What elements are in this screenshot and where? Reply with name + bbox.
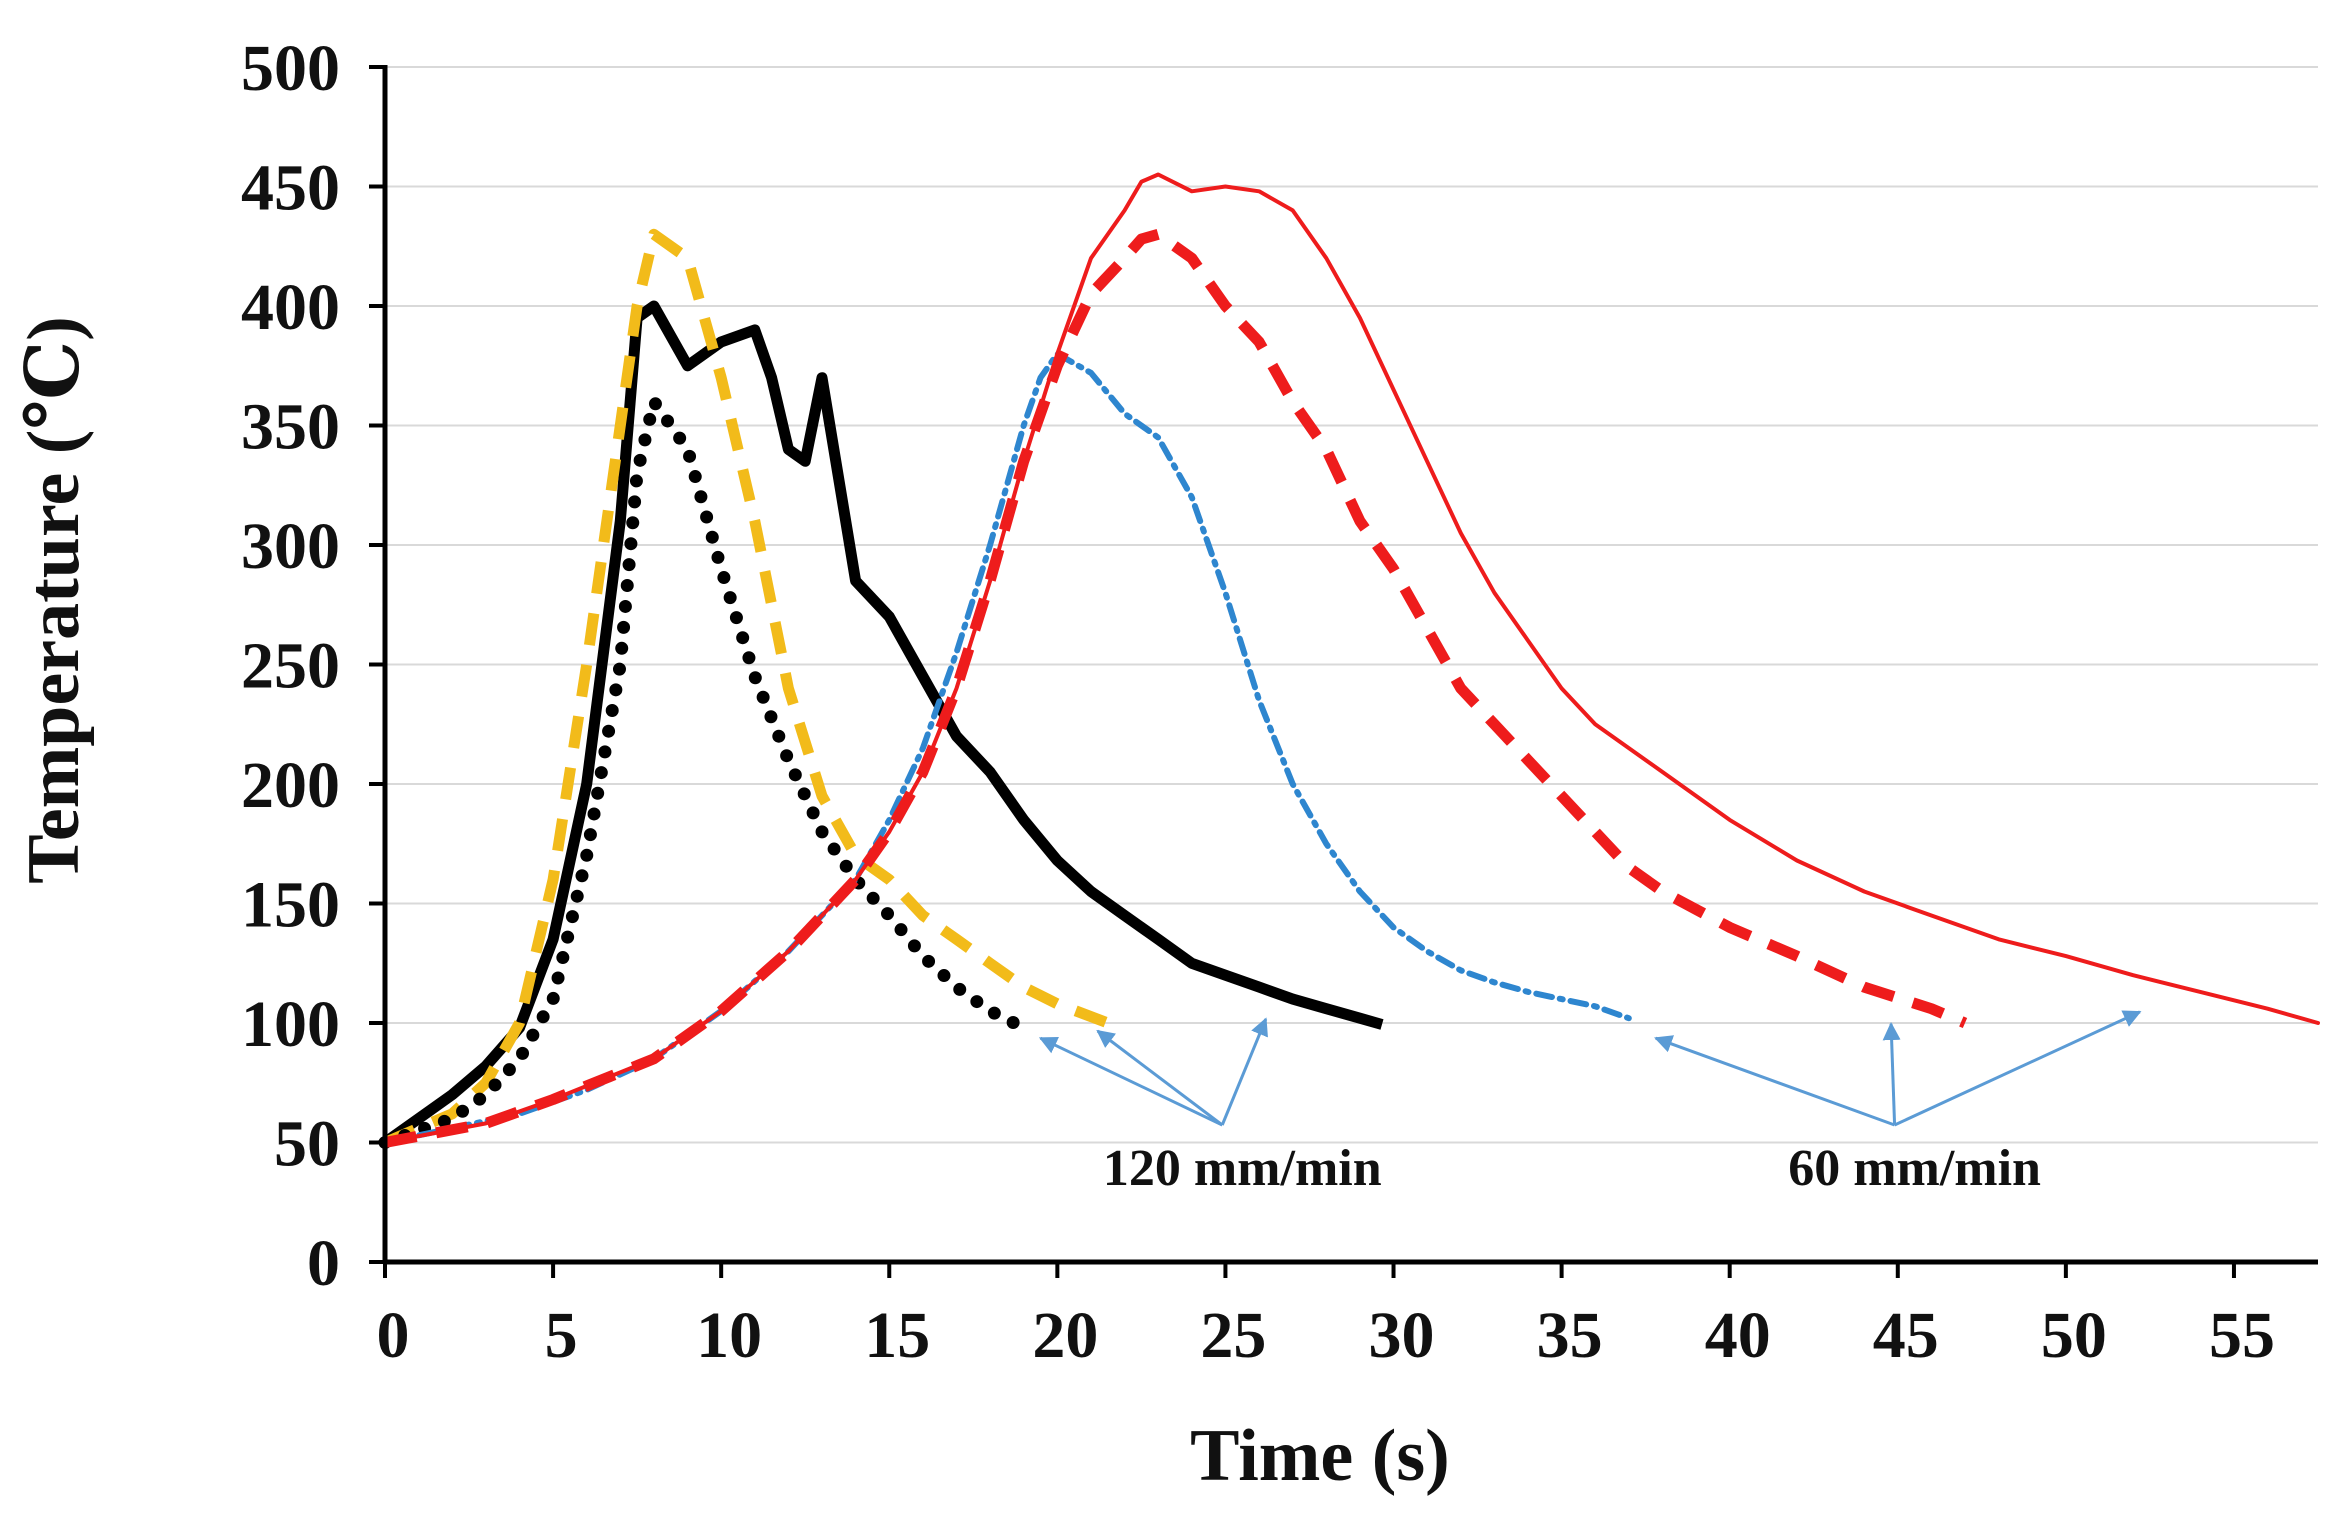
x-axis-title: Time (s) (1190, 1415, 1450, 1497)
annotation-arrow-1-0 (1654, 1035, 1896, 1127)
annotation-label-0: 120 mm/min (1103, 1140, 1382, 1197)
series-line-2 (378, 395, 1031, 1149)
axes (369, 65, 2318, 1278)
annotation-arrow-1-1 (1882, 1022, 1901, 1126)
annotation-arrow-0-0 (1038, 1036, 1223, 1127)
series-group (377, 172, 2320, 1151)
x-tick-label-10: 10 (696, 1299, 762, 1372)
y-tick-label-0: 0 (307, 1227, 340, 1300)
x-tick-label-35: 35 (1537, 1299, 1603, 1372)
annotation-label-1: 60 mm/min (1788, 1140, 2041, 1197)
y-axis-title: Temperature (℃) (13, 316, 95, 884)
y-tick-label-350: 350 (241, 391, 340, 464)
x-tick-label-30: 30 (1369, 1299, 1435, 1372)
y-tick-label-50: 50 (274, 1108, 340, 1181)
y-tick-label-300: 300 (241, 510, 340, 583)
annotation-arrow-0-1 (1096, 1029, 1224, 1127)
x-tick-label-55: 55 (2209, 1299, 2275, 1372)
series-line-5 (383, 172, 2320, 1145)
tick-labels: 0 50 100 150 200 250 300 350 400 450 500 0 5 10 15 20 25… (241, 32, 2275, 1372)
series-line-1 (382, 228, 1110, 1148)
annotation-arrow-1-2 (1893, 1010, 2142, 1127)
y-tick-label-150: 150 (241, 869, 340, 942)
gridlines (385, 66, 2318, 1144)
x-tick-label-20: 20 (1032, 1299, 1098, 1372)
x-tick-label-25: 25 (1200, 1299, 1266, 1372)
y-tick-label-100: 100 (241, 988, 340, 1061)
x-tick-label-50: 50 (2041, 1299, 2107, 1372)
annotations: 120 mm/min 60 mm/min (1038, 1010, 2142, 1197)
y-tick-label-200: 200 (241, 749, 340, 822)
x-tick-label-5: 5 (545, 1299, 578, 1372)
series-line-4 (383, 228, 1968, 1148)
y-tick-label-250: 250 (241, 630, 340, 703)
y-tick-label-500: 500 (241, 32, 340, 105)
x-tick-label-0: 0 (377, 1299, 410, 1372)
x-tick-label-45: 45 (1873, 1299, 1939, 1372)
series-line-0 (377, 300, 1384, 1151)
x-tick-label-40: 40 (1705, 1299, 1771, 1372)
x-tick-label-15: 15 (864, 1299, 930, 1372)
y-tick-label-450: 450 (241, 152, 340, 225)
annotation-arrow-0-2 (1220, 1017, 1268, 1126)
series-line-3 (382, 350, 1632, 1146)
y-tick-label-400: 400 (241, 271, 340, 344)
